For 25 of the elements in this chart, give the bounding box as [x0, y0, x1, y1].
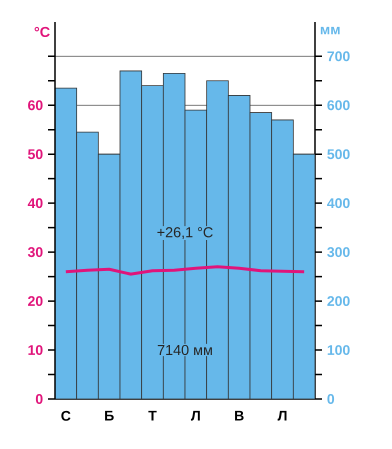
y-axis-title: °C: [34, 26, 50, 38]
y-tick-label: 60: [28, 100, 43, 110]
y2-tick-label: 100: [328, 345, 350, 355]
x-tick-label: Б: [105, 410, 114, 420]
x-tick-label: Л: [278, 410, 286, 421]
y2-axis-title: мм: [320, 26, 340, 34]
annotation: +26,1 °C: [157, 227, 213, 240]
y2-tick-label: 300: [327, 247, 350, 258]
y2-tick-label: 600: [327, 100, 350, 110]
annotation: 7140 мм: [158, 344, 212, 356]
x-tick-label: Л: [190, 410, 200, 421]
y-tick-label: 50: [28, 149, 43, 160]
y-tick-label: 40: [28, 198, 43, 208]
x-tick-label: Т: [148, 410, 157, 420]
x-tick-label: В: [235, 410, 244, 420]
y2-tick-label: 500: [327, 149, 350, 160]
x-tick-label: С: [61, 410, 70, 421]
y-tick-label: 10: [28, 345, 43, 355]
y-tick-label: 30: [28, 247, 43, 258]
y2-tick-label: 700: [327, 51, 350, 62]
y-tick-label: 0: [36, 394, 43, 404]
y2-tick-label: 0: [327, 394, 334, 404]
y-tick-label: 20: [28, 296, 43, 306]
y2-tick-label: 200: [327, 296, 350, 306]
y2-tick-label: 400: [327, 198, 350, 208]
